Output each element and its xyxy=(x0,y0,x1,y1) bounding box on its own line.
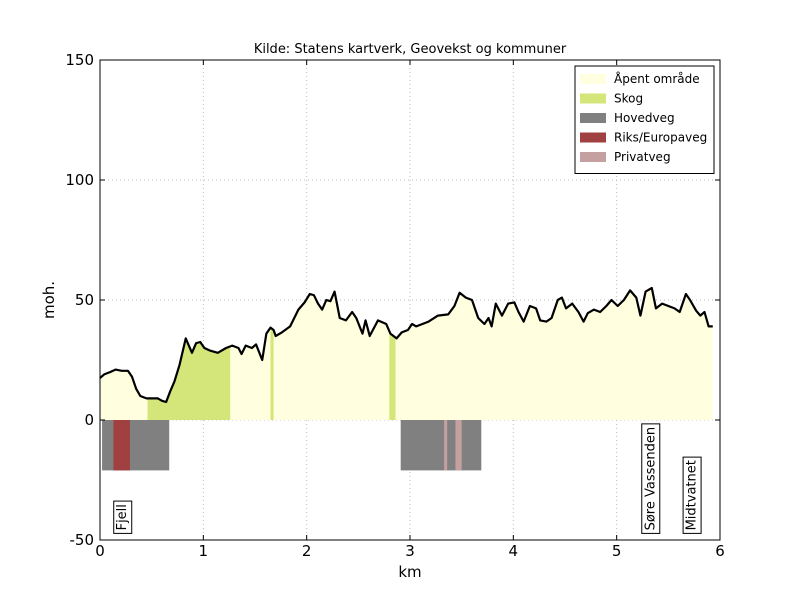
road-segment xyxy=(455,420,462,471)
y-tick-label: 0 xyxy=(84,411,94,429)
x-tick-label: 1 xyxy=(199,542,209,560)
legend-swatch xyxy=(580,74,606,84)
place-label: Søre Vassenden xyxy=(643,427,658,531)
x-tick-label: 5 xyxy=(612,542,622,560)
chart-title: Kilde: Statens kartverk, Geovekst og kom… xyxy=(254,42,567,57)
x-tick-label: 0 xyxy=(95,542,105,560)
legend: Åpent område Skog Hovedveg Riks/Europaveg Pr… xyxy=(574,65,715,174)
y-tick-label: 100 xyxy=(65,171,94,189)
x-tick-label: 6 xyxy=(715,542,725,560)
legend-swatch xyxy=(580,93,606,104)
place-box xyxy=(682,456,702,534)
place-box xyxy=(113,500,133,534)
place-label: Fjell xyxy=(115,504,130,530)
y-tick-label: 50 xyxy=(75,291,94,309)
x-tick-label: 4 xyxy=(509,542,519,560)
area-fill xyxy=(100,288,713,420)
road-segment xyxy=(400,420,482,471)
legend-swatch xyxy=(580,113,606,123)
road-segment xyxy=(102,420,170,471)
legend-label: Privatveg xyxy=(614,150,671,164)
y-tick-label: 150 xyxy=(65,51,94,69)
legend-label: Skog xyxy=(614,92,643,106)
road-segment xyxy=(113,420,130,471)
cover-area xyxy=(147,338,231,420)
place-label: Midtvatnet xyxy=(685,460,700,530)
cover-area xyxy=(389,331,396,420)
legend-swatch xyxy=(580,132,606,143)
road-segment xyxy=(444,420,448,471)
place-box xyxy=(641,423,661,534)
legend-label: Riks/Europaveg xyxy=(614,131,707,145)
x-tick-label: 3 xyxy=(405,542,415,560)
y-tick-label: -50 xyxy=(70,531,95,549)
legend-swatch xyxy=(580,152,606,162)
cover-area xyxy=(270,327,274,420)
legend-label: Hovedveg xyxy=(614,111,675,125)
x-axis-label: km xyxy=(398,563,421,581)
y-axis-label: moh. xyxy=(40,281,58,319)
elevation-line xyxy=(99,286,713,404)
x-tick-label: 2 xyxy=(302,542,312,560)
legend-label: Åpent område xyxy=(614,71,700,86)
